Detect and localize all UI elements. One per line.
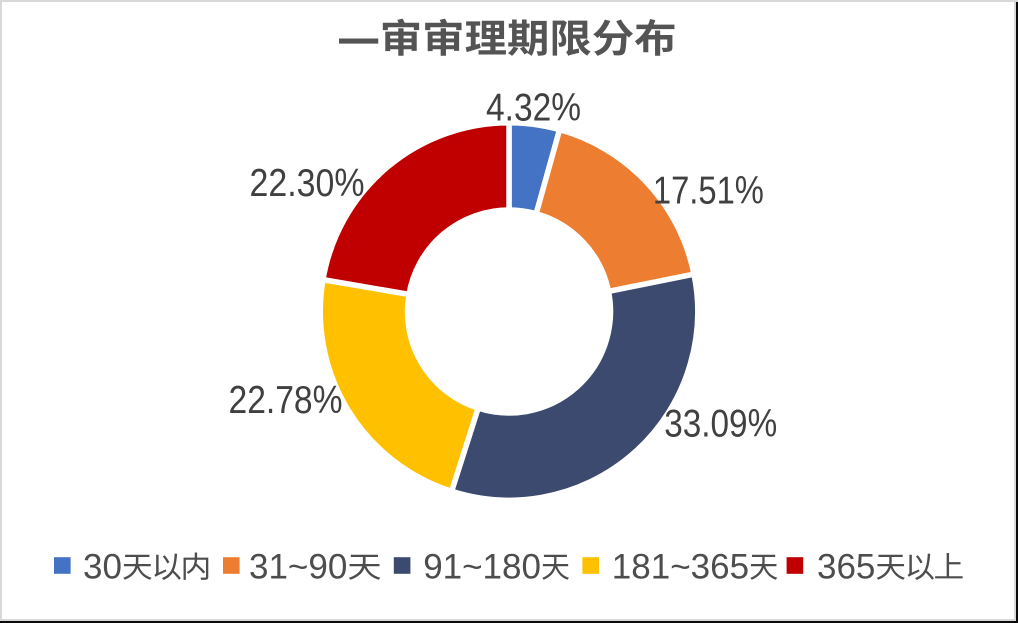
svg-text:181~365: 181~365 xyxy=(612,548,749,587)
svg-text:22.78%: 22.78% xyxy=(229,379,343,422)
svg-text:30: 30 xyxy=(83,548,122,587)
svg-text:365: 365 xyxy=(817,548,875,587)
svg-text:22.30%: 22.30% xyxy=(250,162,365,205)
svg-text:17.51%: 17.51% xyxy=(653,169,764,212)
svg-text:91~180: 91~180 xyxy=(423,548,541,587)
svg-text:4.32%: 4.32% xyxy=(486,86,581,129)
svg-text:31~90: 31~90 xyxy=(249,548,347,587)
svg-text:33.09%: 33.09% xyxy=(664,402,777,445)
